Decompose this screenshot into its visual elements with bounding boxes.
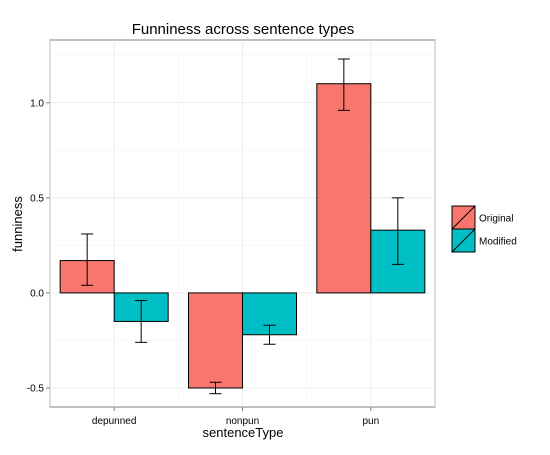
chart-title: Funniness across sentence types (132, 21, 355, 38)
legend-key-slash (451, 228, 476, 253)
y-tick-label: -0.5 (27, 383, 45, 394)
legend-label: Modified (479, 237, 517, 248)
y-axis-title: funniness (10, 196, 25, 252)
error-bar-modified-nonpun (263, 324, 276, 345)
legend-item-modified: Modified (451, 228, 517, 253)
error-bar-modified-depunned (135, 300, 148, 343)
error-bar-original-depunned (81, 233, 94, 286)
x-tick-label: depunned (92, 416, 137, 427)
y-tick-label: 1.0 (30, 98, 44, 109)
error-bar-original-pun (337, 58, 350, 111)
x-axis: depunned nonpun pun (92, 407, 379, 427)
x-axis-title: sentenceType (203, 425, 284, 440)
bar-original-nonpun (188, 292, 243, 389)
y-tick-label: 0.5 (30, 193, 44, 204)
y-tick-label: 0.0 (30, 288, 44, 299)
legend-label: Original (479, 214, 513, 225)
y-axis: -0.5 0.0 0.5 1.0 (27, 98, 50, 394)
error-bar-original-nonpun (209, 381, 222, 395)
bar-original-pun (316, 83, 372, 294)
legend: Original Modified (451, 205, 517, 253)
error-bar-modified-pun (391, 197, 404, 265)
x-tick-label: nonpun (226, 416, 259, 427)
legend-key-slash (451, 205, 476, 230)
bars (59, 83, 426, 389)
x-tick-label: pun (362, 416, 379, 427)
legend-item-original: Original (451, 205, 513, 230)
error-bars (81, 58, 404, 395)
